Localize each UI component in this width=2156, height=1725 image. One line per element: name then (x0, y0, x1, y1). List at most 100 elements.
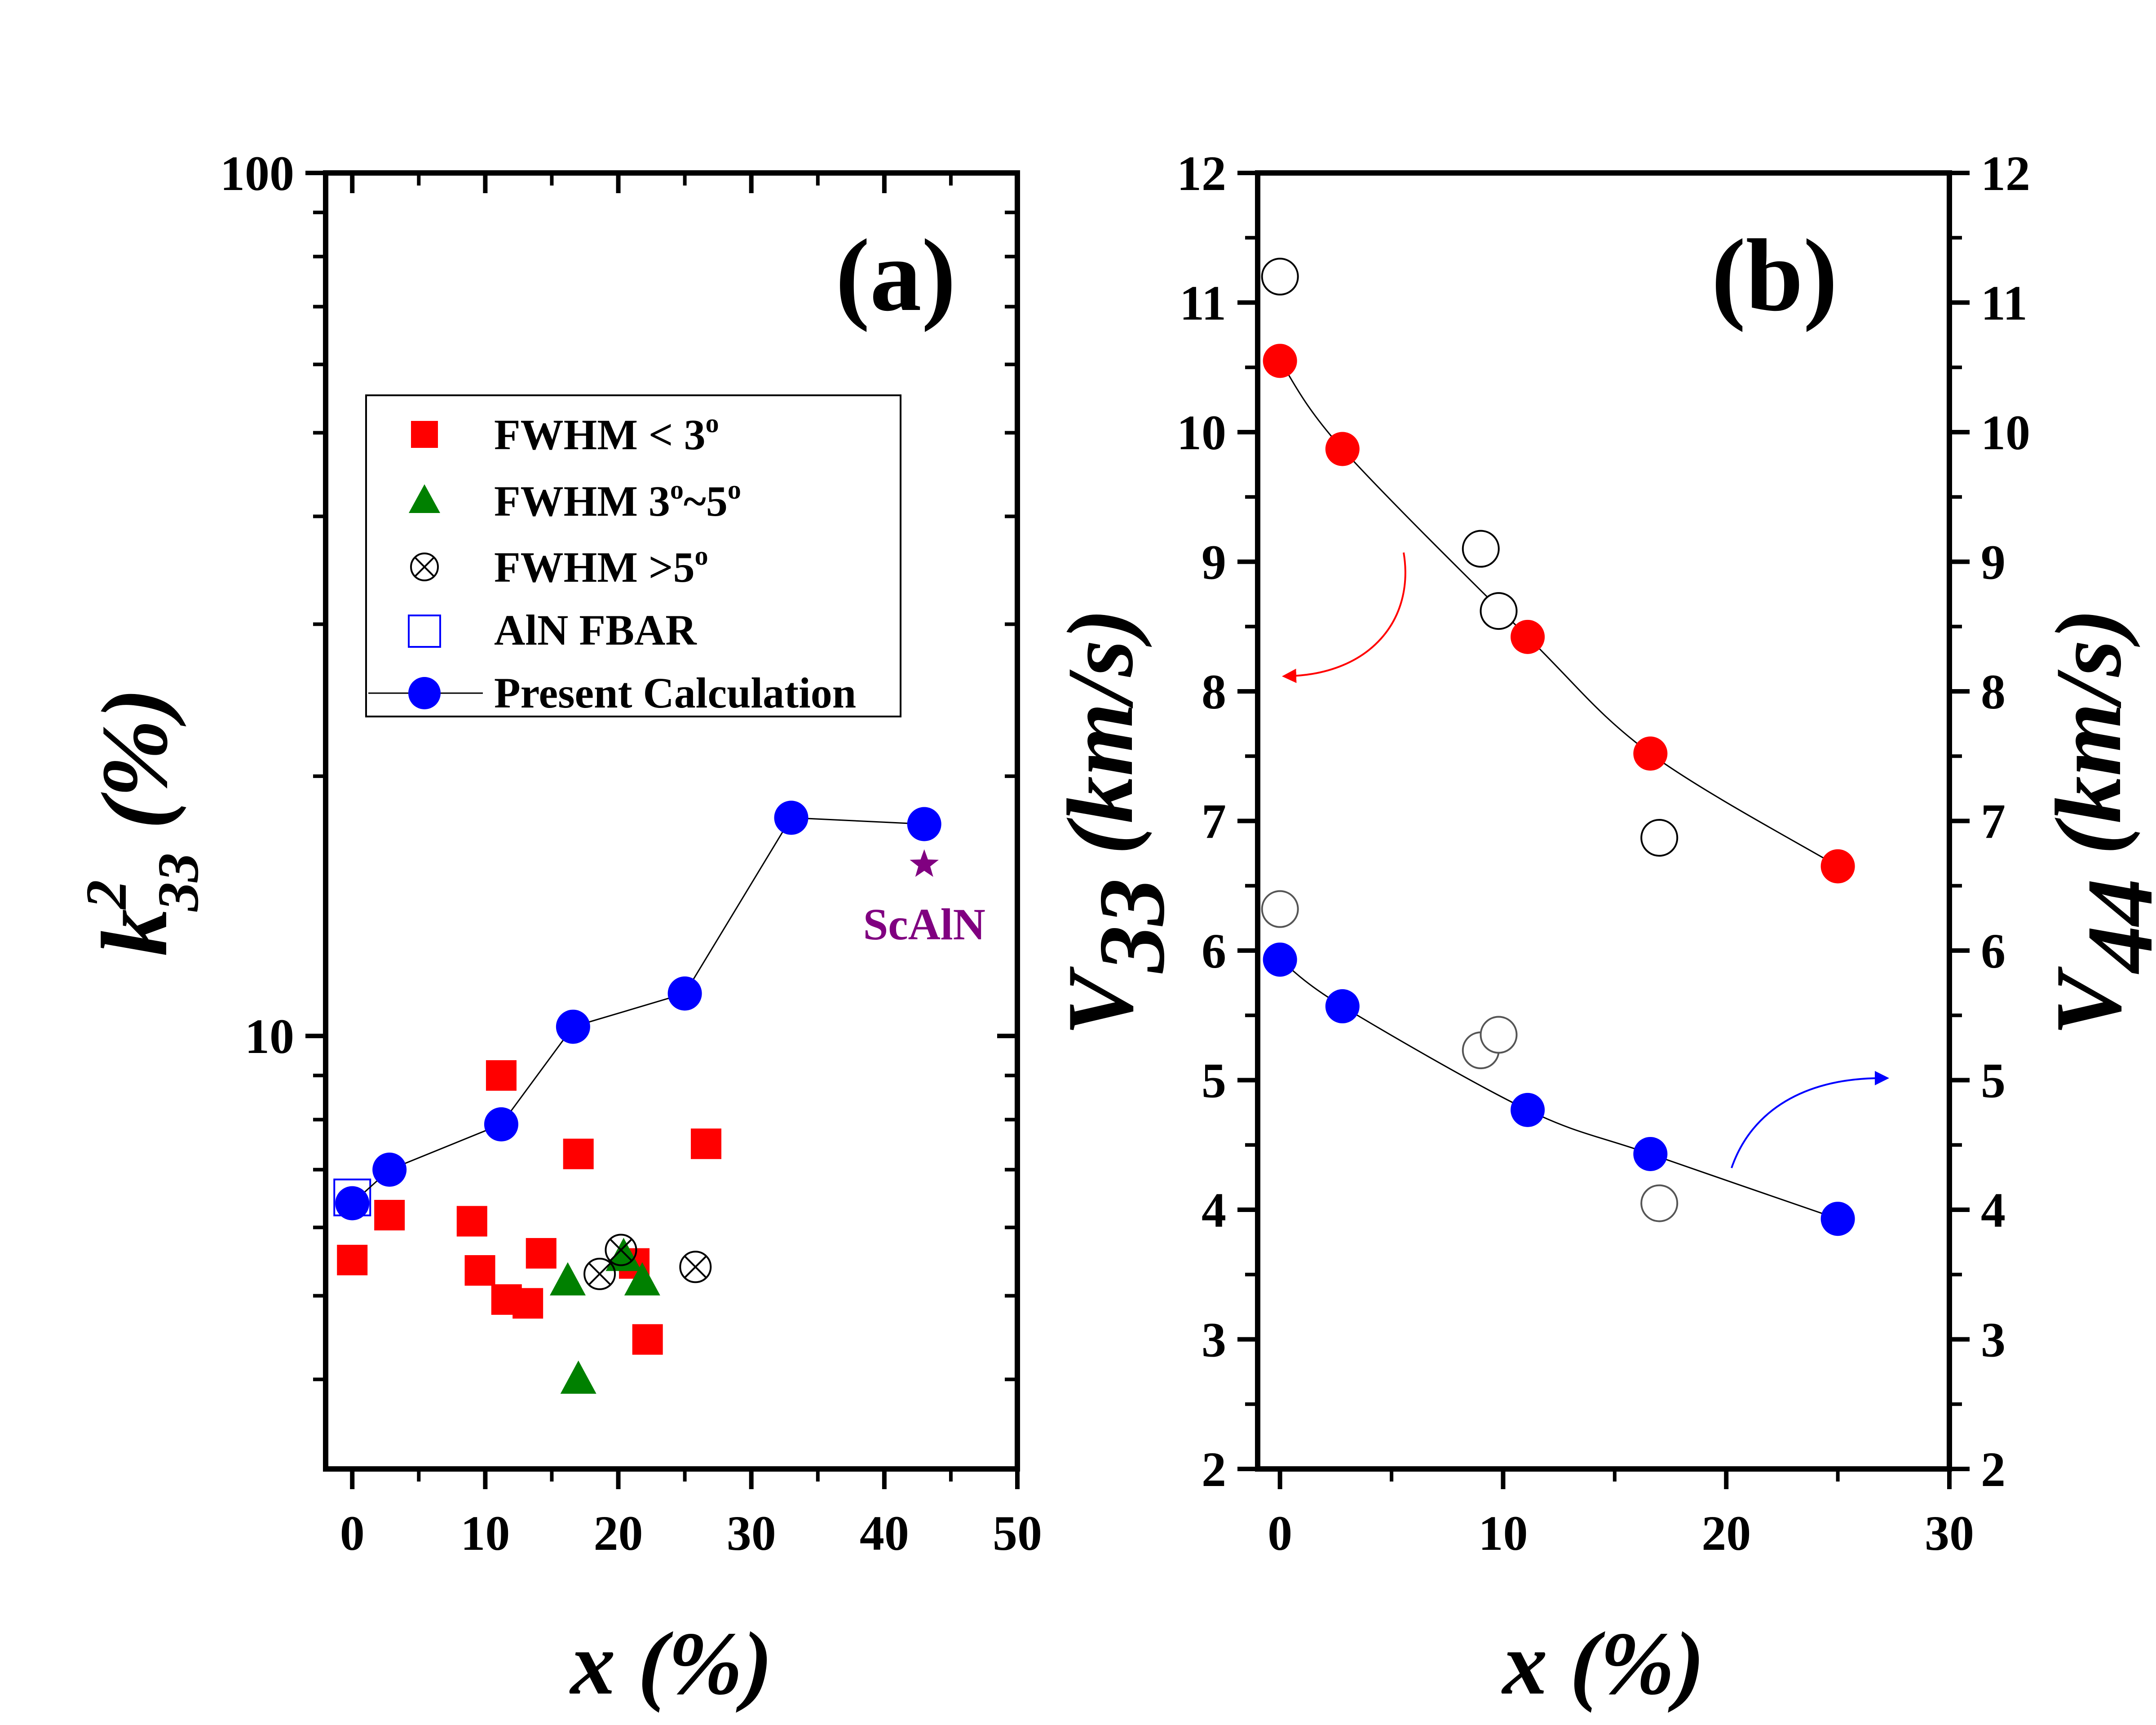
data-point (632, 1324, 663, 1355)
arrow-to-right-axis (1731, 1071, 1889, 1168)
series-fwhm-3o-5o (550, 1238, 660, 1394)
data-point (1263, 344, 1297, 378)
legend-label-present-calculation: Present Calculation (494, 669, 856, 717)
legend-label-fwhm-3-5: FWHM 3o~5o (494, 475, 741, 525)
y-tick-label: 100 (220, 146, 294, 201)
series-fwhm-5o (583, 1234, 712, 1290)
y-tick-label: 7 (1202, 794, 1226, 849)
scaln-annotation: ScAlN (863, 899, 985, 949)
legend-label-aln-fbar: AlN FBAR (494, 606, 697, 654)
panel-b-y2-tick-labels: 2 3 4 5 6 7 8 9 10 11 12 (1981, 146, 2030, 1497)
data-point (563, 1138, 594, 1169)
legend-marker-square-red (411, 421, 438, 448)
panel-a-x-tick-labels: 0 10 20 30 40 50 (340, 1506, 1042, 1561)
series-v44-experimental (1261, 890, 1679, 1222)
data-point (605, 1234, 637, 1266)
panel-b-x-tick-labels: 0 10 20 30 (1268, 1506, 1974, 1561)
legend-marker-circle-x (410, 553, 439, 581)
x-tick-label: 20 (594, 1506, 643, 1561)
y2-tick-label: 8 (1981, 664, 2006, 719)
y-tick-label: 2 (1202, 1442, 1226, 1497)
panel-b-x-axis-title: x (%) (1501, 1614, 1705, 1713)
series-line (352, 817, 924, 1204)
data-point (774, 801, 808, 835)
data-point (1640, 819, 1679, 857)
data-point (1820, 849, 1855, 884)
series-v33-experimental (1261, 257, 1679, 857)
series-line (1279, 360, 1838, 867)
panel-a: 0 10 20 30 40 50 10 100 (a) FWHM < 3o FWHM 3o~… (74, 146, 1042, 1713)
data-point (372, 1152, 407, 1187)
y-tick-label: 12 (1177, 146, 1226, 201)
y2-tick-label: 3 (1981, 1313, 2006, 1367)
data-point (679, 1251, 712, 1283)
data-point (1511, 1092, 1545, 1127)
y-tick-label: 3 (1202, 1313, 1226, 1367)
x-tick-label: 20 (1701, 1506, 1751, 1561)
y-tick-label: 6 (1202, 924, 1226, 978)
legend-frame (365, 394, 901, 717)
series-v33-calculated (1263, 344, 1855, 884)
data-point (374, 1200, 405, 1231)
series-present-calculation (335, 801, 941, 1221)
series-fwhm-3o (337, 1060, 721, 1355)
y2-tick-label: 2 (1981, 1442, 2006, 1497)
legend-marker-open-square-blue (408, 615, 441, 648)
arrow-to-left-axis (1282, 552, 1406, 683)
panel-a-marks (333, 801, 941, 1394)
panel-a-label: (a) (835, 218, 956, 332)
panel-b-y-axis-title: V33 (km/s) (1048, 609, 1184, 1036)
data-point (456, 1206, 487, 1237)
y-tick-label: 11 (1180, 276, 1226, 331)
panel-b-plot-frame (1255, 170, 1952, 1472)
data-point (1511, 619, 1545, 654)
panel-a-y-axis-title: k2 33 (%) (74, 688, 211, 956)
data-point (1480, 592, 1518, 630)
legend-label-fwhm-gt-5: FWHM >5o (494, 541, 708, 591)
data-point (624, 1262, 660, 1296)
data-point (335, 1186, 370, 1221)
panel-b-label: (b) (1711, 218, 1838, 332)
x-tick-label: 10 (1478, 1506, 1528, 1561)
data-point (1820, 1202, 1855, 1236)
data-point (1633, 736, 1668, 771)
y2-tick-label: 6 (1981, 924, 2006, 978)
x-tick-label: 30 (727, 1506, 776, 1561)
y-tick-label: 5 (1202, 1053, 1226, 1108)
data-point (556, 1009, 590, 1044)
panel-b-y2-axis-title: V44 (km/s) (2037, 609, 2156, 1036)
data-point (486, 1060, 517, 1091)
legend-label-fwhm-lt-3: FWHM < 3o (494, 408, 719, 459)
data-point (1633, 1137, 1668, 1171)
data-point (526, 1238, 557, 1269)
x-tick-label: 10 (460, 1506, 510, 1561)
y2-tick-label: 5 (1981, 1053, 2006, 1108)
y-tick-label: 9 (1202, 535, 1226, 590)
panel-b-marks (1261, 257, 1855, 1236)
x-tick-label: 50 (993, 1506, 1042, 1561)
data-point (1261, 257, 1299, 296)
x-tick-label: 0 (340, 1506, 365, 1561)
panel-b-y-tick-labels: 2 3 4 5 6 7 8 9 10 11 12 (1177, 146, 1226, 1497)
y-tick-label: 8 (1202, 664, 1226, 719)
y2-tick-label: 10 (1981, 405, 2030, 460)
x-tick-label: 0 (1268, 1506, 1292, 1561)
data-point (1325, 432, 1360, 466)
series-line (1279, 959, 1838, 1220)
data-point (1462, 530, 1500, 568)
data-point (464, 1255, 495, 1286)
y2-tick-label: 12 (1981, 146, 2030, 201)
data-point (605, 1238, 642, 1271)
data-point (1480, 1016, 1518, 1054)
legend-marker-circle-blue (408, 677, 441, 709)
data-point (910, 849, 939, 877)
panel-b-ticks (1237, 171, 1970, 1489)
y2-tick-label: 7 (1981, 794, 2006, 849)
data-point (907, 807, 941, 841)
panel-b: 0 10 20 30 2 3 4 5 6 7 8 9 10 11 12 2 3 4 5 6 7 8 9 10 11 12 (b… (1048, 146, 2156, 1713)
y-tick-label: 10 (1177, 405, 1226, 460)
y-tick-label: 4 (1202, 1183, 1226, 1238)
data-point (550, 1262, 586, 1296)
data-point (337, 1244, 368, 1275)
x-tick-label: 40 (860, 1506, 909, 1561)
